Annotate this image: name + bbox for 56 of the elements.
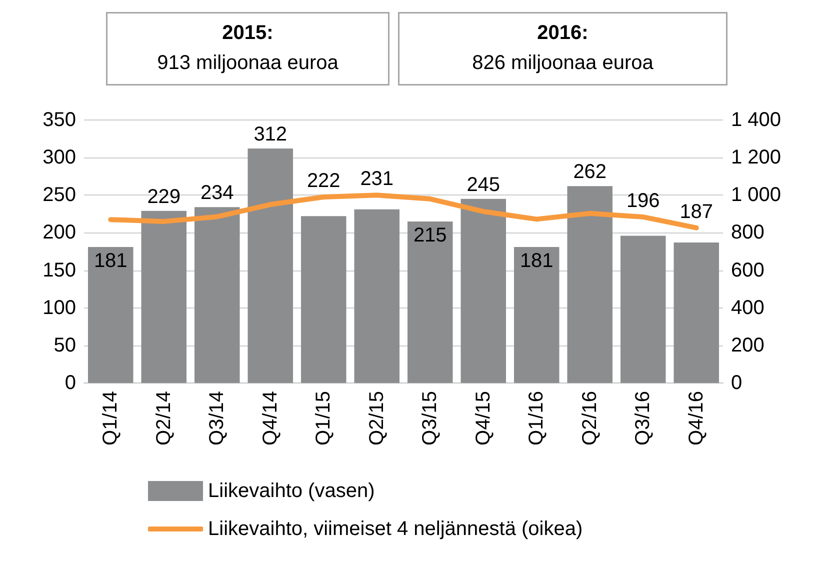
x-tick-label: Q2/16 [578,391,601,446]
data-label: 196 [626,190,660,212]
legend-label: Liikevaihto, viimeiset 4 neljännestä (oikea) [208,518,583,540]
y2-tick-label: 400 [731,296,764,319]
data-label: 181 [94,250,128,272]
bar [300,216,346,383]
bar [567,186,613,383]
x-tick-label: Q1/16 [526,391,548,446]
bar [141,210,187,383]
y2-tick-label: 1 200 [731,146,782,169]
y-tick-label: 0 [64,372,76,394]
x-tick-label: Q3/15 [419,391,442,446]
text: 2016: 826 miljoonaa euroa [472,22,654,74]
data-label: 245 [466,174,500,196]
legend-label: Liikevaihto (vasen) [208,480,375,502]
x-tick-label: Q1/15 [312,391,335,446]
bar [88,246,134,383]
y2-tick-label: 0 [731,372,742,394]
x-tick-label: Q3/14 [206,391,228,446]
data-label: 215 [413,224,447,246]
x-tick-label: Q4/14 [259,391,282,446]
bar [407,221,453,383]
y-tick-label: 50 [54,334,76,356]
bar [248,148,294,383]
x-tick-label: Q2/14 [152,391,175,446]
bar [674,242,720,383]
bar [194,207,240,383]
x-tick-label: Q3/16 [632,391,654,446]
x-tick-label: Q4/15 [472,391,494,446]
y2-tick-label: 1 000 [731,184,782,206]
data-label: 234 [200,182,234,204]
data-label: 181 [520,250,554,272]
y2-tick-label: 1 400 [731,109,782,131]
y2-tick-label: 200 [731,334,764,356]
y2-tick-label: 600 [731,259,764,282]
bar [354,209,400,383]
data-label: 187 [680,200,714,223]
data-label: 231 [360,168,394,190]
data-label: 222 [306,170,340,192]
data-label: 229 [147,186,181,208]
y-tick-label: 300 [42,146,76,169]
bar [460,198,506,383]
y-tick-label: 150 [42,259,76,282]
y-tick-label: 250 [42,184,76,206]
x-tick-label: Q1/14 [100,391,122,446]
bar [620,236,666,383]
y2-tick-label: 800 [731,222,764,244]
data-label: 312 [254,124,288,146]
x-tick-label: Q2/15 [366,391,388,446]
bar [514,246,560,383]
y-tick-label: 350 [42,109,76,131]
data-label: 262 [573,161,607,184]
text: 2015: 913 miljoonaa euroa [157,22,340,74]
y-tick-label: 100 [42,296,76,319]
y-tick-label: 200 [42,222,76,244]
x-tick-label: Q4/16 [685,391,708,446]
